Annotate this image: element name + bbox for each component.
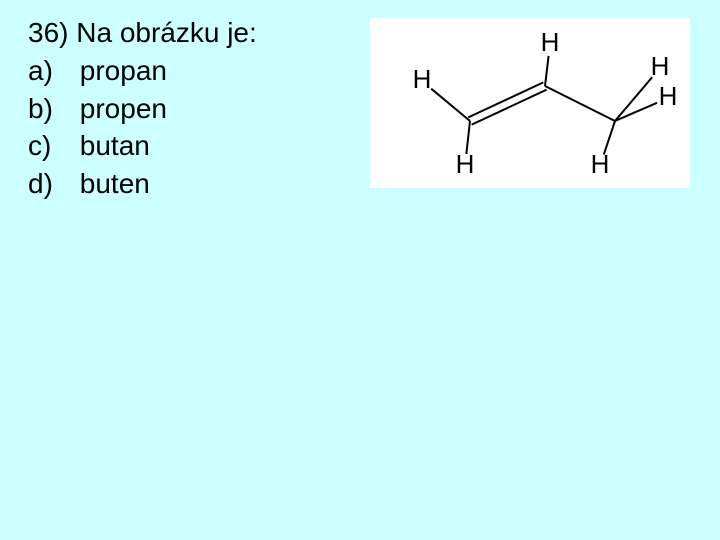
- option-b-label: b): [28, 90, 72, 128]
- option-a-text: propan: [80, 55, 167, 86]
- option-d-label: d): [28, 165, 72, 203]
- question-stem-row: 36) Na obrázku je:: [28, 14, 257, 52]
- svg-text:H: H: [541, 27, 560, 57]
- question-block: 36) Na obrázku je: a) propan b) propen c…: [28, 14, 257, 203]
- svg-text:H: H: [413, 64, 432, 94]
- option-c: c) butan: [28, 127, 257, 165]
- question-number: 36): [28, 17, 68, 48]
- option-b: b) propen: [28, 90, 257, 128]
- molecule-svg: HHHHHH: [370, 18, 690, 188]
- molecule-diagram: HHHHHH: [370, 18, 690, 188]
- option-d: d) buten: [28, 165, 257, 203]
- slide: 36) Na obrázku je: a) propan b) propen c…: [0, 0, 720, 540]
- option-c-text: butan: [80, 130, 150, 161]
- option-d-text: buten: [80, 168, 150, 199]
- option-a: a) propan: [28, 52, 257, 90]
- svg-text:H: H: [591, 149, 610, 179]
- svg-text:H: H: [659, 81, 678, 111]
- svg-text:H: H: [456, 149, 475, 179]
- question-stem: Na obrázku je:: [76, 17, 257, 48]
- option-c-label: c): [28, 127, 72, 165]
- option-b-text: propen: [80, 93, 167, 124]
- svg-text:H: H: [651, 51, 670, 81]
- option-a-label: a): [28, 52, 72, 90]
